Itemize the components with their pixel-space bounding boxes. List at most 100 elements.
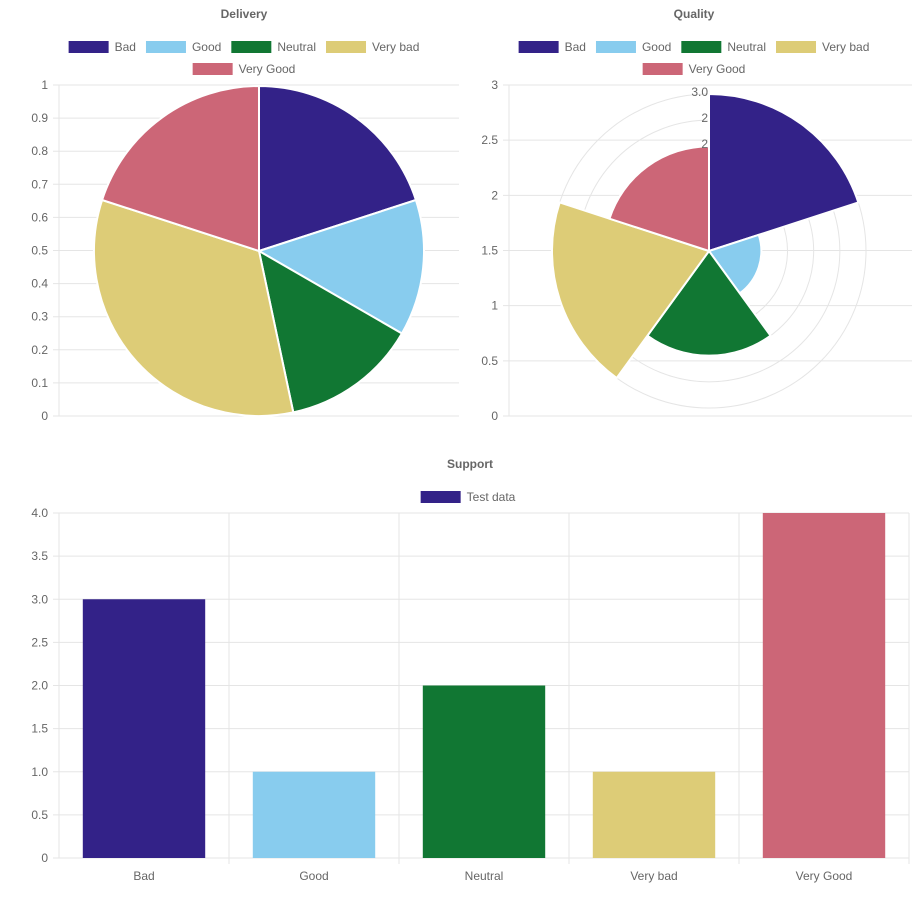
quality-y-axis: 3 2.5 2 1.5 1 0.5 0 bbox=[481, 78, 498, 423]
quality-legend-label: Bad bbox=[565, 40, 586, 54]
delivery-legend-label: Bad bbox=[115, 40, 136, 54]
delivery-title: Delivery bbox=[221, 7, 268, 21]
delivery-y-tick: 0.4 bbox=[31, 277, 48, 291]
quality-legend-swatch bbox=[776, 41, 817, 53]
quality-legend-swatch bbox=[518, 41, 559, 53]
quality-chart: Quality Bad Good Neutral Very bad Very Good … bbox=[460, 0, 912, 440]
delivery-legend[interactable]: Bad Good Neutral Very bad Very Good bbox=[68, 40, 420, 76]
support-y-tick: 1.5 bbox=[31, 722, 48, 736]
delivery-legend-item-very-good[interactable]: Very Good bbox=[192, 62, 296, 76]
delivery-legend-label: Neutral bbox=[277, 40, 316, 54]
delivery-legend-item-bad[interactable]: Bad bbox=[68, 40, 136, 54]
delivery-legend-label: Good bbox=[192, 40, 221, 54]
delivery-y-tick: 0.7 bbox=[31, 177, 48, 191]
support-bar-bad[interactable] bbox=[82, 599, 206, 858]
quality-y-tick: 1 bbox=[491, 299, 498, 313]
support-y-tick: 0.5 bbox=[31, 808, 48, 822]
support-title: Support bbox=[447, 457, 493, 471]
delivery-legend-label: Very Good bbox=[239, 62, 296, 76]
support-y-tick: 4.0 bbox=[31, 506, 48, 520]
delivery-slice-bad[interactable] bbox=[258, 84, 418, 253]
support-x-tick: Good bbox=[299, 869, 328, 883]
support-chart-svg: Support Test data 4.0 3.5 3.0 2.5 2.0 1.5 1.0 0… bbox=[31, 457, 910, 883]
delivery-slice-very-good[interactable] bbox=[100, 84, 260, 253]
support-x-tick: Bad bbox=[133, 869, 154, 883]
quality-legend-item-very-bad[interactable]: Very bad bbox=[776, 40, 869, 54]
delivery-slice-good[interactable] bbox=[256, 198, 425, 335]
delivery-y-tick: 1 bbox=[41, 78, 48, 92]
quality-legend-swatch bbox=[595, 41, 636, 53]
support-legend[interactable]: Test data bbox=[420, 490, 516, 504]
quality-slice-good[interactable] bbox=[707, 233, 763, 295]
delivery-y-axis: 1 0.9 0.8 0.7 0.6 0.5 0.4 0.3 0.2 0.1 0 bbox=[31, 78, 48, 423]
delivery-legend-swatch bbox=[231, 41, 272, 53]
support-x-tick: Neutral bbox=[465, 869, 504, 883]
delivery-chart-svg: Delivery Bad Good Neutral Very bad Very Good… bbox=[31, 7, 459, 423]
delivery-chart: Delivery Bad Good Neutral Very bad Very Good… bbox=[0, 0, 460, 440]
support-x-axis: Bad Good Neutral Very bad Very Good bbox=[133, 869, 852, 883]
quality-legend-item-neutral[interactable]: Neutral bbox=[681, 40, 766, 54]
quality-slice-very-bad[interactable] bbox=[551, 201, 711, 380]
quality-y-tick: 2 bbox=[491, 188, 498, 202]
support-bars[interactable] bbox=[82, 513, 886, 859]
support-legend-item-test-data[interactable]: Test data bbox=[420, 490, 516, 504]
delivery-y-tick: 0.9 bbox=[31, 111, 48, 125]
quality-slice-very-good[interactable] bbox=[608, 145, 710, 253]
support-bar-very-good[interactable] bbox=[762, 513, 886, 858]
support-y-tick: 2.0 bbox=[31, 679, 48, 693]
support-y-axis: 4.0 3.5 3.0 2.5 2.0 1.5 1.0 0.5 0 bbox=[31, 506, 48, 865]
delivery-y-tick: 0.2 bbox=[31, 343, 48, 357]
quality-radial-ticks: 3.0 2 2 bbox=[691, 85, 708, 151]
delivery-y-tick: 0.3 bbox=[31, 310, 48, 324]
support-legend-label: Test data bbox=[467, 490, 516, 504]
quality-y-tick: 0 bbox=[491, 409, 498, 423]
quality-legend-label: Very bad bbox=[822, 40, 869, 54]
quality-legend[interactable]: Bad Good Neutral Very bad Very Good bbox=[518, 40, 870, 76]
quality-legend-swatch bbox=[642, 63, 683, 75]
delivery-legend-item-good[interactable]: Good bbox=[145, 40, 221, 54]
support-x-tick: Very Good bbox=[796, 869, 853, 883]
delivery-y-tick: 0.8 bbox=[31, 144, 48, 158]
quality-legend-item-very-good[interactable]: Very Good bbox=[642, 62, 746, 76]
delivery-slice-very-bad[interactable] bbox=[93, 198, 295, 417]
delivery-slice-neutral[interactable] bbox=[257, 249, 404, 414]
support-bar-good[interactable] bbox=[252, 771, 376, 858]
support-bar-neutral[interactable] bbox=[422, 685, 546, 859]
delivery-y-tick: 0.1 bbox=[31, 376, 48, 390]
support-y-tick: 2.5 bbox=[31, 635, 48, 649]
delivery-legend-swatch bbox=[192, 63, 233, 75]
quality-legend-swatch bbox=[681, 41, 722, 53]
quality-slice-bad[interactable] bbox=[708, 92, 860, 253]
support-x-tick: Very bad bbox=[630, 869, 677, 883]
quality-radial-tick: 3.0 bbox=[691, 85, 708, 99]
quality-radial-tick: 2 bbox=[701, 111, 708, 125]
support-chart: Support Test data 4.0 3.5 3.0 2.5 2.0 1.5 1.0 0… bbox=[0, 448, 912, 906]
quality-legend-item-bad[interactable]: Bad bbox=[518, 40, 586, 54]
delivery-legend-swatch bbox=[145, 41, 186, 53]
delivery-legend-swatch bbox=[326, 41, 367, 53]
delivery-y-tick: 0 bbox=[41, 409, 48, 423]
quality-radial-tick: 2 bbox=[701, 137, 708, 151]
quality-legend-label: Neutral bbox=[727, 40, 766, 54]
support-bar-very-bad[interactable] bbox=[592, 771, 716, 858]
quality-slice-neutral[interactable] bbox=[646, 249, 772, 357]
support-y-tick: 3.5 bbox=[31, 549, 48, 563]
quality-y-tick: 1.5 bbox=[481, 244, 498, 258]
support-y-tick: 0 bbox=[41, 851, 48, 865]
delivery-legend-label: Very bad bbox=[372, 40, 419, 54]
support-y-tick: 1.0 bbox=[31, 765, 48, 779]
delivery-legend-item-neutral[interactable]: Neutral bbox=[231, 40, 316, 54]
quality-polar-area[interactable] bbox=[551, 92, 860, 380]
quality-title: Quality bbox=[674, 7, 715, 21]
support-legend-swatch bbox=[420, 491, 461, 503]
delivery-legend-swatch bbox=[68, 41, 109, 53]
delivery-legend-item-very-bad[interactable]: Very bad bbox=[326, 40, 419, 54]
quality-y-tick: 3 bbox=[491, 78, 498, 92]
delivery-y-tick: 0.6 bbox=[31, 210, 48, 224]
delivery-pie[interactable] bbox=[93, 84, 425, 417]
quality-legend-label: Good bbox=[642, 40, 671, 54]
quality-legend-item-good[interactable]: Good bbox=[595, 40, 671, 54]
quality-legend-label: Very Good bbox=[689, 62, 746, 76]
quality-y-tick: 0.5 bbox=[481, 354, 498, 368]
